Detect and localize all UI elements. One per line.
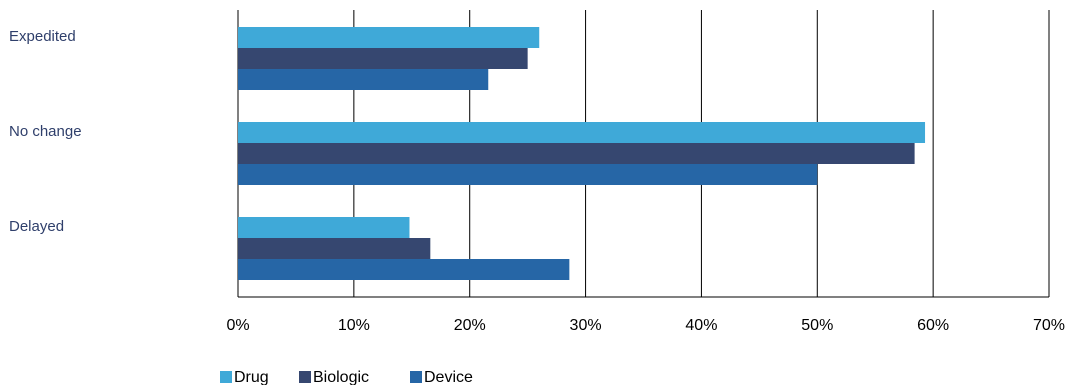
x-tick-label: 30% [570,317,602,334]
bar-biologic-no-change [238,143,915,164]
bar-biologic-expedited [238,48,528,69]
legend-swatch-drug [220,371,232,383]
category-label: Expedited [9,28,76,45]
x-tick-label: 60% [917,317,949,334]
legend-label-device: Device [424,369,473,385]
bar-drug-no-change [238,122,926,143]
legend-swatch-device [410,371,422,383]
legend-label-drug: Drug [234,369,269,385]
bar-device-expedited [238,69,489,90]
category-label: Delayed [9,218,64,235]
legend-swatch-biologic [299,371,311,383]
x-tick-label: 40% [685,317,717,334]
legend-label-biologic: Biologic [313,369,369,385]
bar-drug-expedited [238,27,540,48]
x-tick-label: 10% [338,317,370,334]
category-labels: Expedited No change Delayed [9,28,82,235]
x-tick-label: 0% [226,317,249,334]
bars [238,27,926,280]
category-label: No change [9,123,82,140]
x-tick-label: 70% [1033,317,1065,334]
bar-biologic-delayed [238,238,431,259]
x-tick-label: 50% [801,317,833,334]
x-tick-labels: 0% 10% 20% 30% 40% 50% 60% 70% [226,317,1065,334]
legend: Drug Biologic Device [220,369,473,385]
bar-device-no-change [238,164,818,185]
x-tick-label: 20% [454,317,486,334]
bar-device-delayed [238,259,570,280]
bar-drug-delayed [238,217,410,238]
